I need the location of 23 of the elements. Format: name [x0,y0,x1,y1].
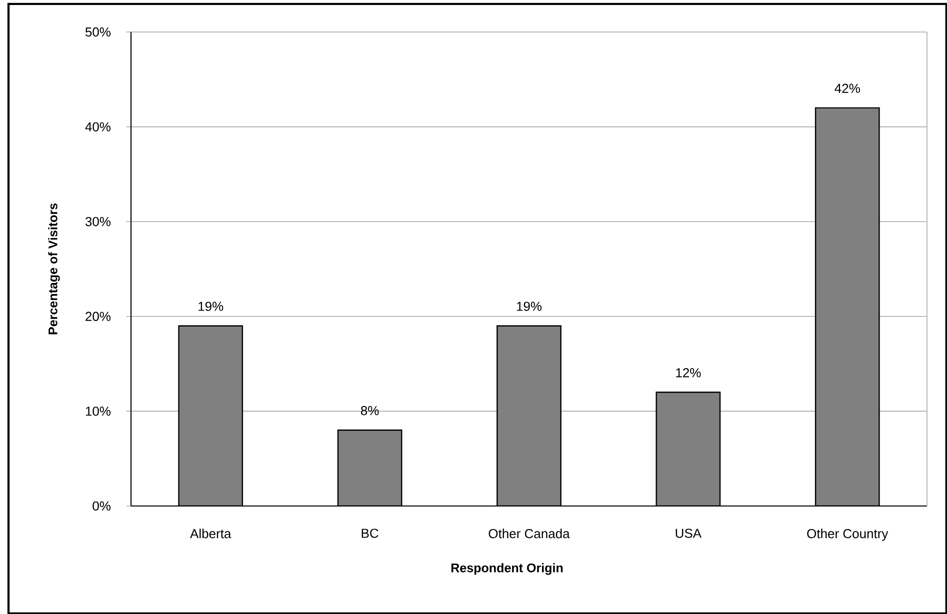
data-label: 12% [676,368,701,378]
y-tick-label: 20% [86,312,110,321]
x-tick-label: Alberta [190,528,232,538]
x-tick-label: USA [676,528,702,538]
x-tick-label: Other Country [807,528,888,541]
y-tick-label: 0% [92,501,111,511]
bar [496,325,562,506]
data-label: 42% [834,84,860,93]
x-tick-label: BC [362,528,378,538]
data-label: 19% [198,302,224,311]
bar [178,325,244,506]
bar [656,392,721,506]
bar [814,107,880,506]
y-tick-label: 30% [85,216,110,226]
x-axis-title: Respondent Origin [451,563,563,575]
data-label: 19% [516,302,542,311]
y-tick-label: 40% [85,122,110,132]
y-tick-label: 10% [86,406,110,416]
y-tick-label: 50% [85,27,110,37]
x-tick-label: Other Canada [488,528,570,538]
y-axis-title: Percentage of Visitors [48,203,60,334]
bar [337,430,402,506]
data-label: 8% [360,406,379,416]
